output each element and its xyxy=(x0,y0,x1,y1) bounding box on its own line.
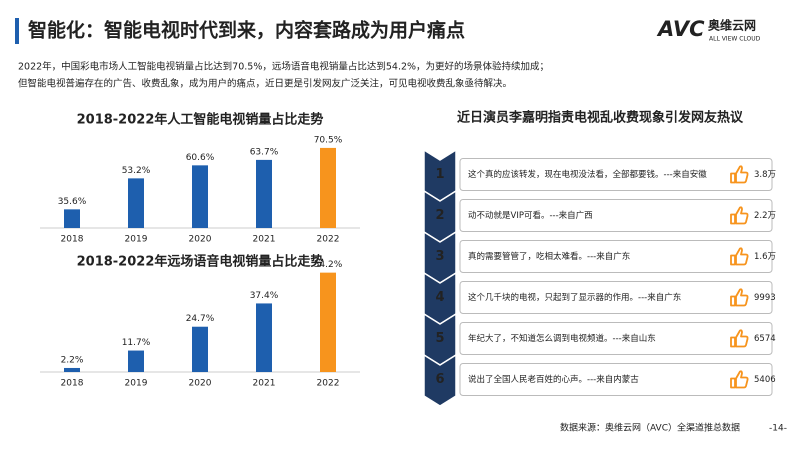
comment-box xyxy=(459,240,773,273)
like-count: 5406 xyxy=(754,375,776,385)
chart-title: 2018-2022年人工智能电视销量占比走势 xyxy=(77,112,324,128)
value-label: 70.5% xyxy=(314,135,343,145)
logo-en: ALL VIEW CLOUD xyxy=(709,36,761,43)
x-tick-label: 2018 xyxy=(61,235,84,245)
bar xyxy=(64,209,80,228)
title-accent xyxy=(15,18,19,44)
logo-cn: 奥维云网 xyxy=(708,18,756,33)
value-label: 2.2% xyxy=(61,355,84,365)
value-label: 37.4% xyxy=(250,291,279,301)
bar xyxy=(320,147,336,228)
source: 数据来源：奥维云网（AVC）全渠道推总数据 xyxy=(560,422,740,434)
comment-text: 年纪大了，不知道怎么调到电视频道。---来自山东 xyxy=(468,333,656,344)
comment-box xyxy=(459,199,773,232)
x-tick-label: 2022 xyxy=(317,379,340,389)
x-tick-label: 2022 xyxy=(317,235,340,245)
step-number: 3 xyxy=(435,249,444,264)
value-label: 63.7% xyxy=(250,147,279,157)
comment-text: 说出了全国人民老百姓的心声。---来自内蒙古 xyxy=(468,374,639,385)
comment-box xyxy=(459,322,773,355)
value-label: 35.6% xyxy=(58,197,87,207)
bar xyxy=(192,165,208,228)
step-chevron xyxy=(423,353,457,407)
step-number: 2 xyxy=(435,208,444,223)
step-number: 4 xyxy=(435,290,444,305)
x-tick-label: 2021 xyxy=(253,379,276,389)
value-label: 53.2% xyxy=(122,166,151,176)
step-number: 6 xyxy=(435,372,444,387)
value-label: 11.7% xyxy=(122,338,151,348)
like-count: 3.8万 xyxy=(754,170,776,180)
page-title: 智能化：智能电视时代到来，内容套路成为用户痛点 xyxy=(28,19,465,42)
x-tick-label: 2019 xyxy=(125,235,148,245)
x-tick-label: 2019 xyxy=(125,379,148,389)
comment-text: 这个几千块的电视，只起到了显示器的作用。---来自广东 xyxy=(468,292,681,303)
intro-line: 2022年，中国彩电市场人工智能电视销量占比达到70.5%，远场语音电视销量占比… xyxy=(18,61,549,73)
chart-title: 2018-2022年远场语音电视销量占比走势 xyxy=(77,254,324,270)
comment-box xyxy=(459,281,773,314)
bar xyxy=(320,272,336,372)
x-tick-label: 2021 xyxy=(253,235,276,245)
bar xyxy=(192,326,208,372)
step-number: 1 xyxy=(435,167,444,182)
bar xyxy=(128,178,144,228)
value-label: 60.6% xyxy=(186,153,215,163)
comment-text: 这个真的应该转发，现在电视没法看，全部都要钱。---来自安徽 xyxy=(468,169,707,180)
bar xyxy=(64,367,80,372)
like-count: 2.2万 xyxy=(754,211,776,221)
x-tick-label: 2020 xyxy=(189,379,212,389)
comment-text: 真的需要管管了，吃相太难看。---来自广东 xyxy=(468,251,630,262)
value-label: 54.2% xyxy=(314,260,343,270)
comment-box xyxy=(459,363,773,396)
logo: AVC xyxy=(656,17,705,41)
page-number: -14- xyxy=(769,424,787,434)
x-tick-label: 2018 xyxy=(61,379,84,389)
comment-text: 动不动就是VIP可看。---来自广西 xyxy=(468,210,593,221)
comments-title: 近日演员李嘉明指责电视乱收费现象引发网友热议 xyxy=(457,110,744,126)
like-count: 6574 xyxy=(754,334,776,344)
x-tick-label: 2020 xyxy=(189,235,212,245)
value-label: 24.7% xyxy=(186,314,215,324)
bar xyxy=(128,350,144,372)
comment-box xyxy=(459,158,773,191)
intro-line: 但智能电视普遍存在的广告、收费乱象，成为用户的痛点，近日更是引发网友广泛关注，可… xyxy=(18,78,512,90)
like-count: 1.6万 xyxy=(754,252,776,262)
step-number: 5 xyxy=(435,331,444,346)
bar xyxy=(256,159,272,228)
like-count: 9993 xyxy=(754,293,776,303)
bar xyxy=(256,303,272,372)
